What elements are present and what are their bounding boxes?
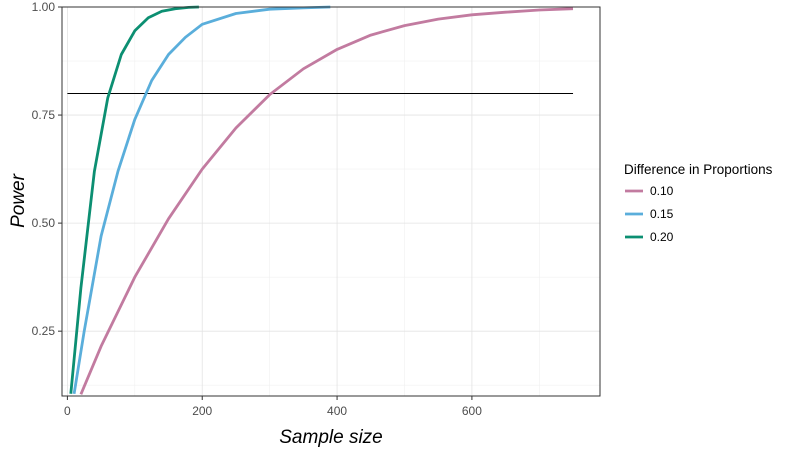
y-tick-label: 0.25 — [32, 324, 56, 338]
x-tick-label: 200 — [192, 404, 212, 418]
legend-item: 0.10 — [625, 184, 674, 198]
legend-label: 0.15 — [650, 207, 674, 221]
legend-items: 0.10 0.15 0.20 — [625, 184, 674, 244]
x-tick-label: 0 — [64, 404, 71, 418]
x-tick-label: 400 — [327, 404, 347, 418]
grid-lines — [62, 6, 600, 396]
series-lines — [69, 5, 574, 395]
series-line-0-20 — [69, 5, 199, 394]
panel-border — [61, 6, 601, 397]
y-tick-label: 0.50 — [32, 216, 56, 230]
y-axis-title: Power — [8, 173, 29, 228]
x-tick-label: 600 — [462, 404, 482, 418]
y-tick-label: 1.00 — [32, 0, 56, 14]
legend-item: 0.15 — [625, 207, 674, 221]
legend-label: 0.10 — [650, 184, 674, 198]
y-tick-label: 0.75 — [32, 108, 56, 122]
x-axis-title: Sample size — [279, 427, 383, 448]
legend-item: 0.20 — [625, 230, 674, 244]
axis-ticks: 0 200 400 600 0.25 0.50 0.75 1.00 — [32, 0, 483, 418]
series-line-0-10 — [79, 7, 574, 395]
legend: Difference in Proportions 0.10 0.15 0.20 — [624, 162, 773, 244]
series-line-0-15 — [72, 5, 331, 395]
legend-label: 0.20 — [650, 230, 674, 244]
legend-title: Difference in Proportions — [624, 162, 773, 177]
